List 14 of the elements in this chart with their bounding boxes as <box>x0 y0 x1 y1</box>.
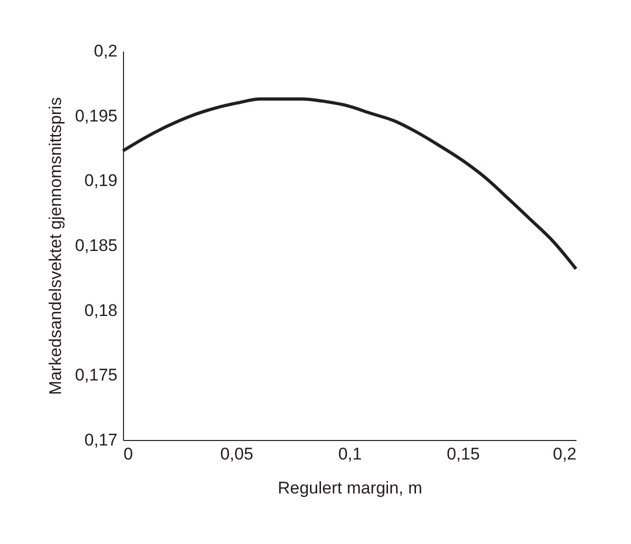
y-tick-label: 0,19 <box>84 171 118 190</box>
x-tick-label: 0 <box>124 444 133 464</box>
y-tick-label: 0,17 <box>84 430 118 450</box>
y-tick-label: 0,175 <box>74 366 118 385</box>
x-tick-label: 0,05 <box>220 444 254 464</box>
y-axis-title: Markedsandelsvektet gjennomsnittspris <box>46 97 65 395</box>
y-tick-label: 0,185 <box>74 236 118 255</box>
x-tick-label: 0,15 <box>446 444 480 464</box>
y-tick-label: 0,2 <box>94 42 118 60</box>
x-axis-title: Regulert margin, m <box>278 478 422 498</box>
x-tick-label: 0,1 <box>338 444 362 464</box>
x-tick-label: 0,2 <box>552 444 576 464</box>
y-tick-label: 0,195 <box>74 106 118 126</box>
y-tick-label: 0,18 <box>84 300 118 320</box>
